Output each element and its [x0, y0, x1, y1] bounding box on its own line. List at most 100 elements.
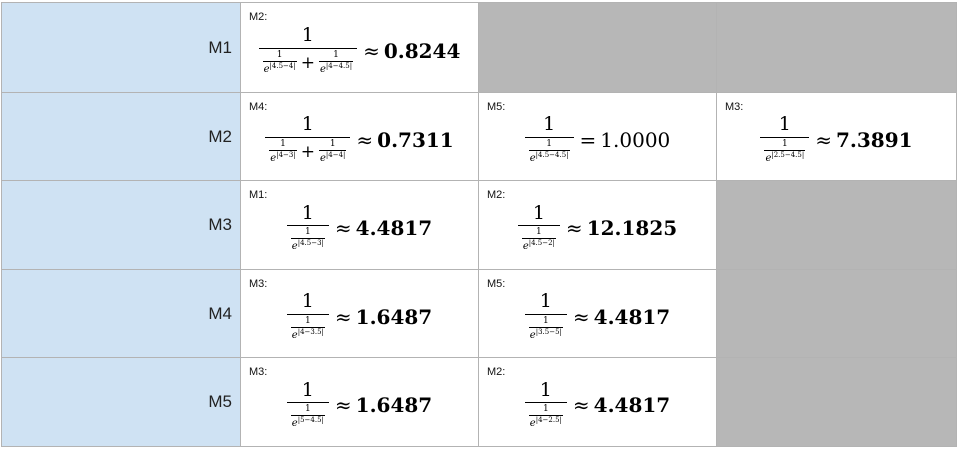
- term-denominator: e|4.5−4.5|: [528, 149, 570, 164]
- exp-exponent: |3.5−5|: [535, 327, 562, 336]
- table-row: M1 M2: 1 1 e|4.5−4| +1 e|4−4.5| ≈0.8244: [1, 2, 957, 93]
- exp-base: e: [319, 152, 326, 164]
- exp-exponent: |4−4|: [325, 150, 346, 159]
- exp-term: 1 e|4.5−4.5|: [528, 138, 570, 164]
- empty-cell: [478, 2, 717, 93]
- fraction: 1 1 e|4−3| +1 e|4−4|: [265, 113, 351, 164]
- exp-term: 1 e|4.5−4|: [262, 50, 297, 75]
- match-tag: M2:: [249, 11, 268, 23]
- exp-exponent: |4−4.5|: [325, 61, 353, 70]
- empty-cell: [716, 357, 957, 447]
- fraction-numerator: 1: [301, 201, 314, 224]
- row-header: M1: [1, 2, 241, 93]
- term-numerator: 1: [542, 404, 549, 415]
- match-tag: M5:: [487, 101, 506, 113]
- row-label: M3: [208, 215, 232, 234]
- fraction-numerator: 1: [539, 290, 552, 313]
- formula-cell: M3: 1 1 e|5−4.5| ≈1.6487: [240, 357, 479, 447]
- term-numerator: 1: [542, 315, 549, 326]
- fraction: 1 1 e|4.5−3|: [286, 201, 329, 252]
- fraction: 1 1 e|3.5−5|: [524, 290, 567, 341]
- exp-exponent: |4.5−2|: [528, 239, 555, 248]
- term-numerator: 1: [304, 227, 311, 238]
- exp-exponent: |4.5−4.5|: [535, 150, 569, 159]
- fraction-numerator: 1: [778, 113, 791, 136]
- match-tag: M2:: [487, 366, 506, 378]
- relation-symbol: ≈: [334, 216, 352, 240]
- match-tag: M3:: [249, 366, 268, 378]
- result-value: 4.4817: [355, 216, 433, 240]
- formula-cell: M5: 1 1 e|4.5−4.5| = 1.0000: [478, 92, 717, 181]
- exp-base: e: [522, 241, 529, 253]
- term-numerator: 1: [536, 227, 542, 238]
- result-value: 1.0000: [600, 127, 671, 152]
- formula-cell: M5: 1 1 e|3.5−5| ≈4.4817: [478, 269, 717, 358]
- relation-symbol: ≈: [334, 393, 352, 417]
- formula-cell: M3: 1 1 e|2.5−4.5| ≈7.3891: [716, 92, 957, 181]
- match-tag: M2:: [487, 189, 506, 201]
- fraction: 1 1 e|4−3.5|: [286, 290, 329, 341]
- table-row: M5 M3: 1 1 e|5−4.5| ≈1.6487 M2: 1 1 e|4−2.5| ≈4.…: [1, 357, 957, 447]
- row-header: M4: [1, 269, 241, 358]
- term-denominator: e|4−3.5|: [290, 326, 325, 341]
- fraction-numerator: 1: [301, 290, 314, 313]
- exp-term: 1 e|3.5−5|: [528, 315, 563, 341]
- result-value: 1.6487: [355, 393, 433, 417]
- result-value: 1.6487: [355, 304, 433, 329]
- fraction-numerator: 1: [539, 378, 552, 401]
- exp-term: 1 e|2.5−4.5|: [764, 139, 806, 164]
- exp-exponent: |4.5−3|: [297, 239, 324, 248]
- exp-exponent: |4−3.5|: [297, 327, 324, 336]
- term-denominator: e|4−4|: [318, 149, 347, 164]
- exp-exponent: |4−2.5|: [535, 416, 562, 425]
- row-header: M5: [1, 357, 241, 447]
- exp-base: e: [291, 418, 298, 430]
- fraction-denominator: 1 e|4.5−4| +1 e|4−4.5|: [258, 47, 358, 75]
- exp-term: 1 e|4−2.5|: [528, 404, 563, 429]
- fraction: 1 1 e|4.5−2|: [517, 201, 560, 253]
- match-tag: M3:: [249, 278, 268, 290]
- row-header: M2: [1, 92, 241, 181]
- exp-base: e: [270, 152, 277, 164]
- empty-cell: [716, 2, 957, 93]
- formula: 1 1 e|4−3.5| ≈1.6487: [241, 270, 478, 357]
- exp-base: e: [529, 329, 536, 341]
- table-row: M2 M4: 1 1 e|4−3| +1 e|4−4| ≈0.7311 M5: 1 1 e|4.5…: [1, 92, 957, 181]
- fraction-denominator: 1 e|5−4.5|: [286, 402, 329, 430]
- term-numerator: 1: [333, 49, 339, 60]
- table-row: M4 M3: 1 1 e|4−3.5| ≈1.6487 M5: 1 1 e|3.5−5| ≈4.…: [1, 269, 957, 358]
- formula: 1 1 e|4−3| +1 e|4−4| ≈0.7311: [241, 93, 478, 180]
- exp-term: 1 e|5−4.5|: [290, 405, 325, 430]
- exp-base: e: [263, 63, 270, 75]
- fraction-denominator: 1 e|4.5−3|: [286, 225, 329, 252]
- term-denominator: e|4−3|: [269, 149, 297, 164]
- formula-cell: M1: 1 1 e|4.5−3| ≈4.4817: [240, 180, 479, 270]
- term-denominator: e|5−4.5|: [290, 415, 325, 430]
- table-row: M3 M1: 1 1 e|4.5−3| ≈4.4817 M2: 1 1 e|4.5−2| ≈12…: [1, 180, 957, 270]
- exp-exponent: |4.5−4|: [269, 61, 296, 70]
- fraction: 1 1 e|4−2.5|: [524, 378, 567, 429]
- fraction: 1 1 e|4.5−4.5|: [524, 114, 574, 164]
- fraction-numerator: 1: [532, 201, 545, 224]
- row-label: M4: [208, 303, 232, 323]
- relation-symbol: ≈: [815, 127, 832, 152]
- empty-cell: [716, 180, 957, 270]
- relation-symbol: ≈: [572, 304, 590, 329]
- exp-base: e: [319, 63, 326, 75]
- formula-cell: M4: 1 1 e|4−3| +1 e|4−4| ≈0.7311: [240, 92, 479, 181]
- result-value: 12.1825: [586, 216, 678, 240]
- term-numerator: 1: [546, 138, 552, 149]
- term-denominator: e|4−2.5|: [528, 415, 563, 429]
- match-tag: M1:: [249, 189, 268, 201]
- term-denominator: e|2.5−4.5|: [764, 149, 806, 164]
- relation-symbol: ≈: [363, 38, 380, 63]
- empty-cell: [716, 269, 957, 358]
- row-header: M3: [1, 180, 241, 270]
- formula: 1 1 e|4.5−3| ≈4.4817: [241, 181, 478, 269]
- fraction-numerator: 1: [301, 113, 314, 136]
- fraction-denominator: 1 e|4−2.5|: [524, 402, 567, 429]
- fraction-numerator: 1: [301, 378, 314, 401]
- relation-symbol: ≈: [334, 304, 352, 329]
